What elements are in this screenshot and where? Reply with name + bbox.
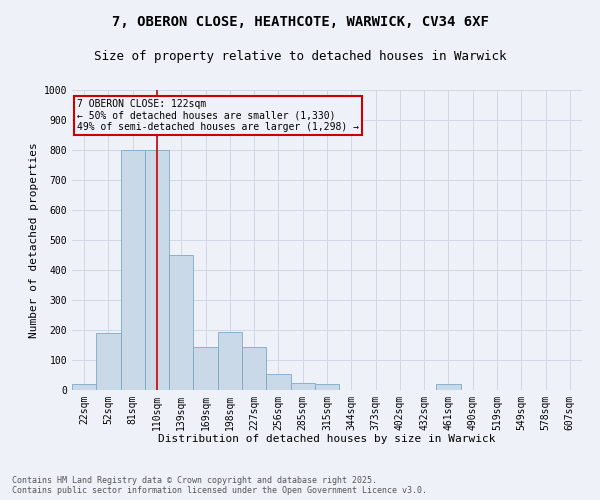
- Bar: [242, 346, 266, 390]
- Bar: [315, 384, 339, 390]
- Text: 7, OBERON CLOSE, HEATHCOTE, WARWICK, CV34 6XF: 7, OBERON CLOSE, HEATHCOTE, WARWICK, CV3…: [112, 15, 488, 29]
- Text: Contains public sector information licensed under the Open Government Licence v3: Contains public sector information licen…: [12, 486, 427, 495]
- Text: Contains HM Land Registry data © Crown copyright and database right 2025.: Contains HM Land Registry data © Crown c…: [12, 476, 377, 485]
- Bar: [193, 346, 218, 390]
- Text: 7 OBERON CLOSE: 122sqm
← 50% of detached houses are smaller (1,330)
49% of semi-: 7 OBERON CLOSE: 122sqm ← 50% of detached…: [77, 99, 359, 132]
- Bar: [145, 150, 169, 390]
- Text: Size of property relative to detached houses in Warwick: Size of property relative to detached ho…: [94, 50, 506, 63]
- Bar: [72, 384, 96, 390]
- Bar: [121, 150, 145, 390]
- Bar: [290, 382, 315, 390]
- Bar: [169, 255, 193, 390]
- Bar: [436, 384, 461, 390]
- Bar: [96, 333, 121, 390]
- Y-axis label: Number of detached properties: Number of detached properties: [29, 142, 40, 338]
- Bar: [266, 374, 290, 390]
- Bar: [218, 332, 242, 390]
- X-axis label: Distribution of detached houses by size in Warwick: Distribution of detached houses by size …: [158, 434, 496, 444]
